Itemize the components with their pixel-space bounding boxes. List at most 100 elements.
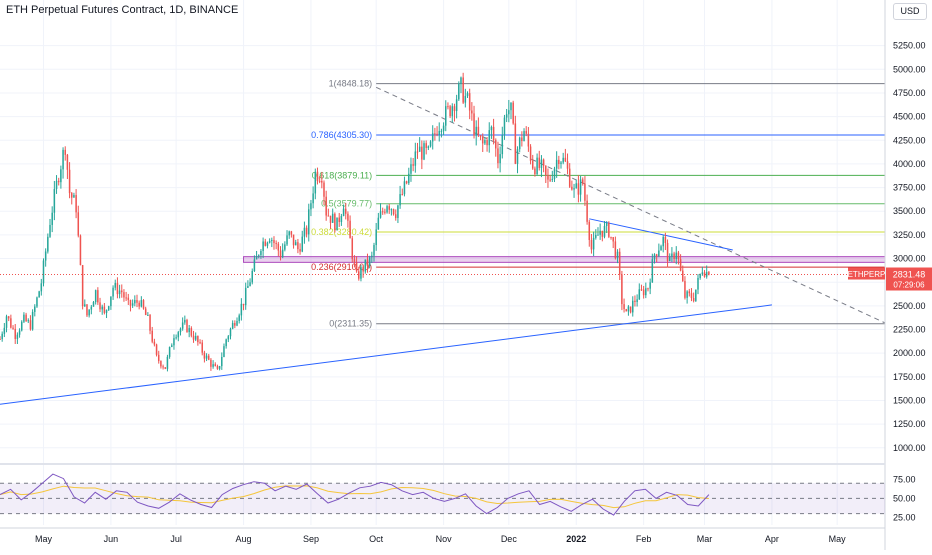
candle [116, 277, 119, 299]
candle [358, 266, 360, 281]
candle [571, 180, 573, 191]
candle-body [503, 117, 506, 136]
currency-button[interactable]: USD [893, 3, 927, 20]
candle-body [592, 237, 595, 250]
candle-body [623, 304, 625, 310]
time-tick-label: Feb [636, 534, 652, 544]
candle-body [288, 231, 290, 236]
candle [177, 330, 180, 342]
fib-retracement: 1(4848.18) 0.786(4305.30) 0.618(3879.11) 0.… [311, 79, 885, 329]
candle-body [99, 302, 101, 310]
candle [199, 339, 201, 345]
candle [157, 350, 160, 364]
candle-body [231, 323, 234, 329]
candle-body [473, 113, 475, 136]
candle-body [501, 135, 504, 155]
candle [475, 120, 477, 146]
candle-body [438, 130, 440, 135]
candle [281, 243, 284, 259]
candle [614, 236, 617, 260]
candle-body [595, 234, 597, 238]
candle-body [675, 252, 678, 259]
candle-body [75, 195, 77, 213]
candle-body [77, 212, 80, 236]
candle-body [555, 159, 558, 169]
candle [18, 328, 21, 338]
candle-body [479, 135, 482, 137]
candle [447, 102, 449, 110]
candle [410, 157, 412, 182]
price-tick-label: 2500.00 [893, 301, 926, 311]
candle-body [114, 282, 117, 288]
candle-body [601, 230, 604, 237]
candle-body [155, 344, 158, 355]
candle [264, 238, 267, 247]
candle-body [105, 309, 108, 313]
candle [318, 176, 321, 184]
candle-body [349, 220, 351, 239]
candle [394, 209, 397, 221]
candle [225, 338, 227, 349]
candle-body [314, 171, 317, 194]
candle [451, 103, 454, 123]
price-tick-label: 3500.00 [893, 206, 926, 216]
candle-body [205, 355, 208, 359]
candle [140, 296, 143, 308]
candle [662, 234, 664, 253]
candle-body [562, 157, 564, 163]
candle [503, 114, 506, 140]
candle [688, 288, 691, 297]
candle-body [147, 314, 149, 316]
candle [194, 332, 197, 342]
candle-body [279, 250, 282, 258]
candle-body [662, 236, 664, 247]
candle [266, 241, 269, 249]
candle [160, 360, 162, 369]
candle [27, 318, 30, 324]
candle-body [223, 346, 225, 357]
candle-body [5, 316, 8, 328]
candle [134, 295, 136, 307]
candle-body [129, 300, 132, 306]
candle-body [358, 271, 360, 279]
candle-body [238, 315, 240, 321]
candle-body [27, 320, 30, 322]
candle [168, 346, 171, 359]
candle [603, 220, 606, 239]
candle-body [608, 222, 610, 237]
candle [612, 236, 614, 249]
rsi-tick-label: 75.00 [893, 474, 916, 484]
candle-body [38, 291, 40, 298]
candle-body [581, 179, 584, 184]
candle-body [512, 102, 514, 124]
candle-body [360, 267, 362, 279]
trend-line [0, 304, 772, 405]
candle-body [486, 140, 488, 146]
candle [231, 320, 234, 330]
candle-body [25, 314, 27, 322]
candle [81, 264, 84, 310]
candle [16, 332, 19, 344]
candle [555, 151, 558, 178]
candle [97, 287, 99, 305]
candle [568, 163, 571, 188]
candle [62, 147, 64, 179]
candle [423, 140, 425, 161]
candle-body [240, 303, 243, 316]
candle [540, 155, 543, 178]
candle [257, 254, 260, 259]
candle [94, 289, 97, 305]
candle [31, 309, 34, 331]
candle [653, 253, 656, 264]
candle-body [197, 336, 199, 343]
candle-body [116, 282, 119, 295]
last-price-label: 2831.48 [893, 270, 926, 280]
candle [329, 215, 332, 229]
candle-body [118, 290, 121, 295]
candle [455, 94, 458, 119]
candle-body [134, 300, 136, 304]
candle [325, 190, 327, 221]
candle [692, 292, 695, 303]
time-tick-label: Nov [436, 534, 453, 544]
candle [144, 306, 147, 316]
